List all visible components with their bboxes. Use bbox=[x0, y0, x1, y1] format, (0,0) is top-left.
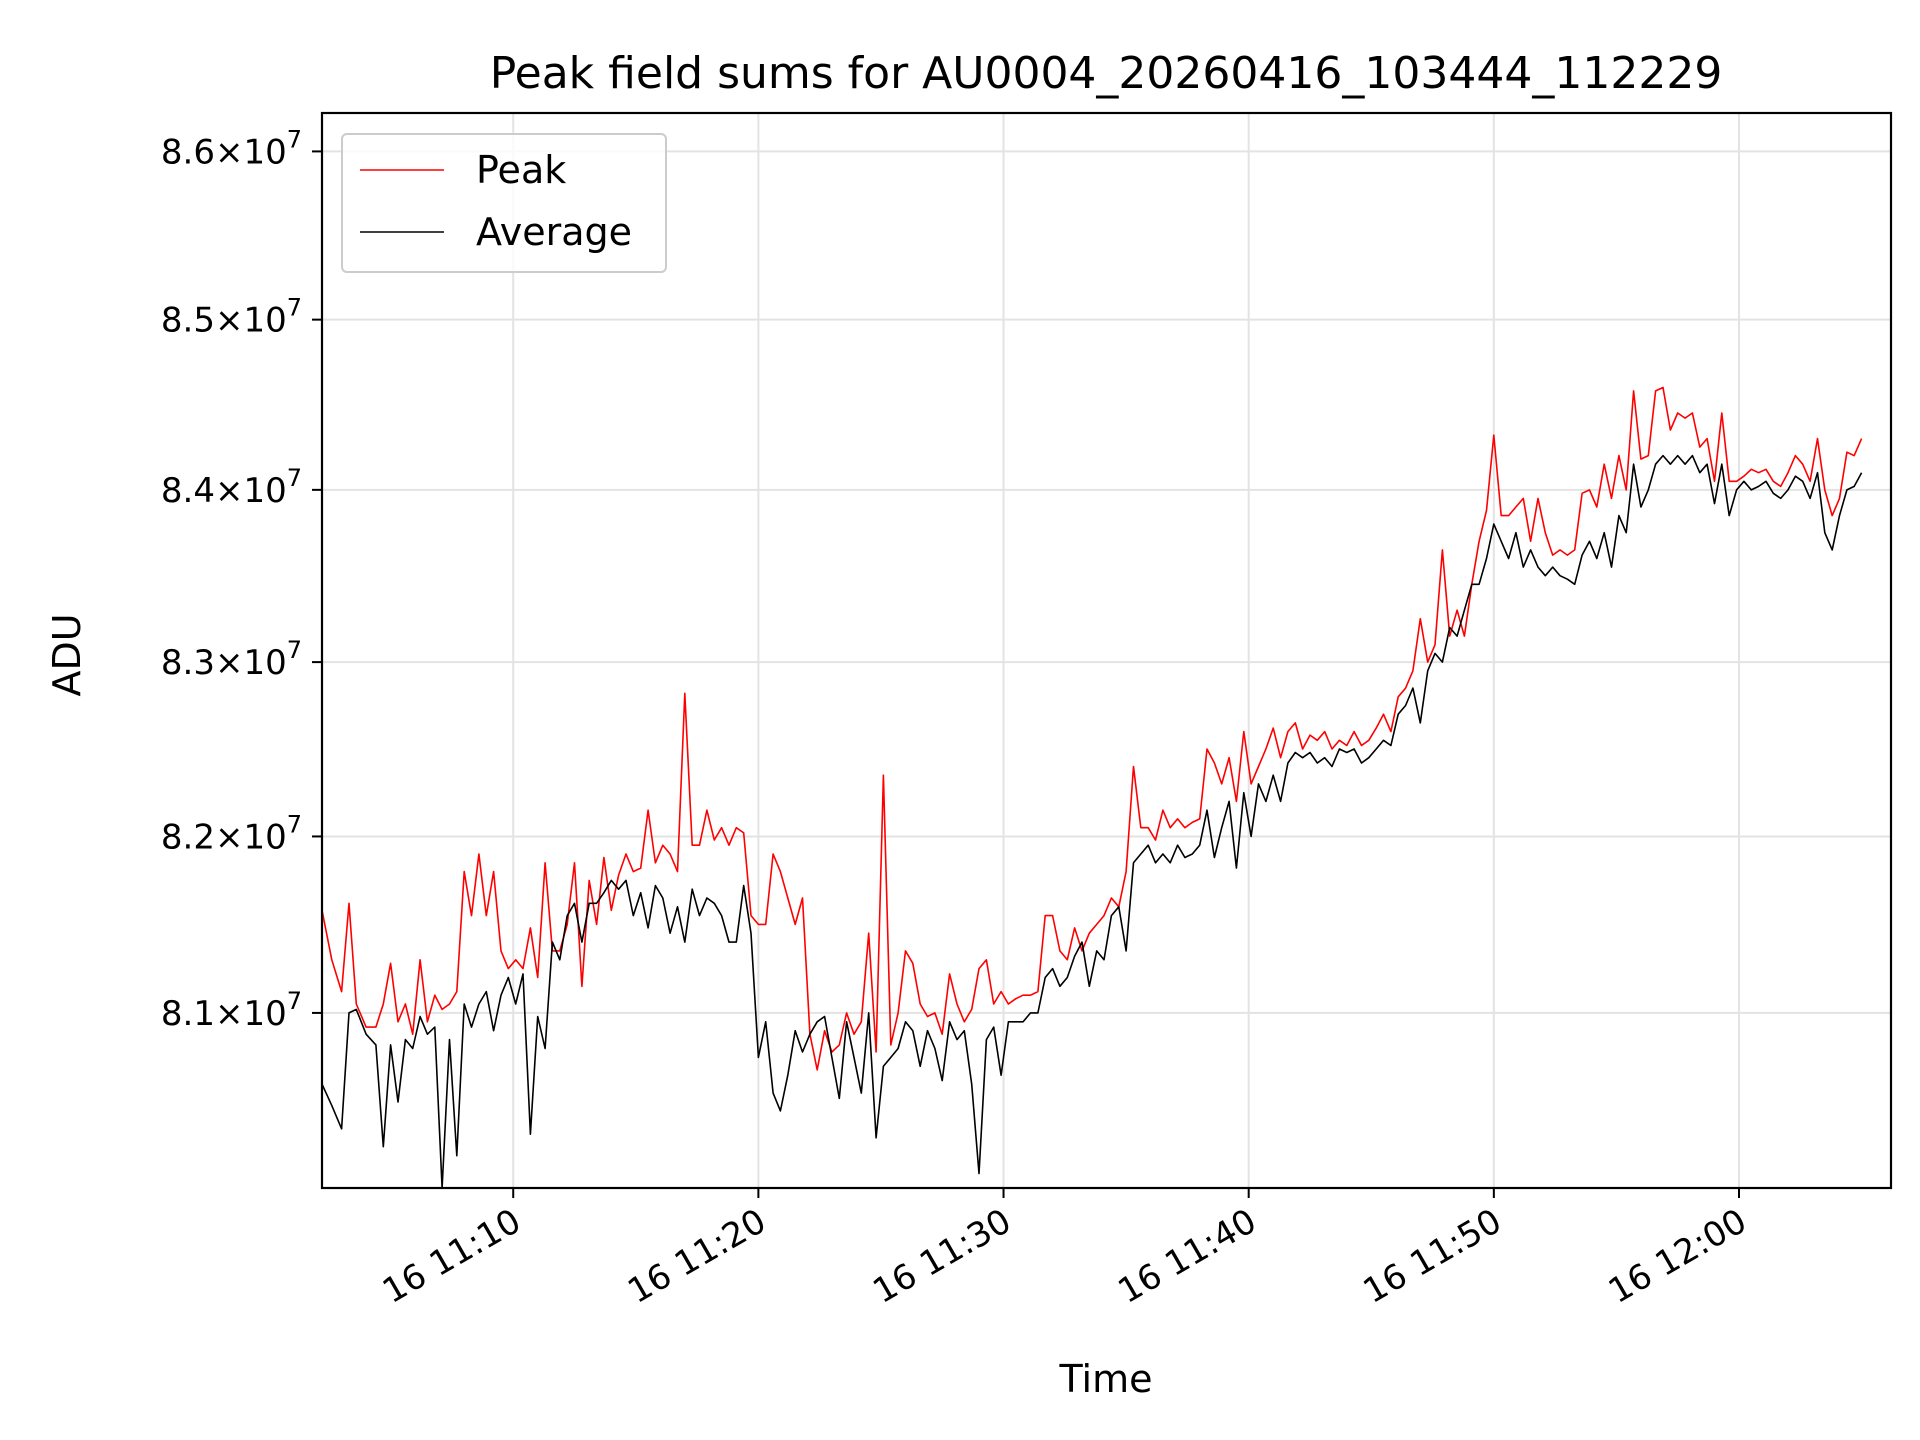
chart-title: Peak field sums for AU0004_20260416_1034… bbox=[490, 48, 1723, 99]
y-tick-mantissa: 8.1 bbox=[161, 994, 215, 1034]
y-tick-mantissa: 8.4 bbox=[161, 471, 215, 511]
y-tick-mantissa: 8.5 bbox=[161, 301, 215, 341]
x-axis: 16 11:10 16 11:20 16 11:30 16 11:40 16 11:50… bbox=[376, 1188, 1754, 1312]
y-tick-mantissa: 8.6 bbox=[161, 132, 215, 172]
y-tick-label: 8.3×107 bbox=[161, 636, 302, 683]
y-tick-mantissa: 8.2 bbox=[161, 817, 215, 857]
y-tick-exponent: 7 bbox=[287, 464, 302, 492]
y-axis-label: ADU bbox=[45, 613, 89, 696]
series-layer bbox=[322, 386, 1863, 1188]
x-tick-label: 16 11:10 bbox=[376, 1201, 528, 1312]
x-tick-label: 16 11:40 bbox=[1112, 1201, 1264, 1312]
x-tick-label: 16 12:00 bbox=[1602, 1201, 1754, 1312]
y-tick-label: 8.6×107 bbox=[161, 125, 302, 172]
y-tick-label: 8.4×107 bbox=[161, 464, 302, 511]
y-tick-exponent: 7 bbox=[287, 294, 302, 322]
x-tick-label: 16 11:30 bbox=[866, 1201, 1018, 1312]
y-tick-mantissa: 8.3 bbox=[161, 643, 215, 683]
y-tick-exponent: 7 bbox=[287, 810, 302, 838]
y-tick-exponent: 7 bbox=[287, 125, 302, 153]
y-tick-exponent: 7 bbox=[287, 987, 302, 1015]
x-tick-label: 16 11:20 bbox=[621, 1201, 773, 1312]
grid bbox=[322, 113, 1891, 1188]
legend-label-peak: Peak bbox=[476, 148, 566, 192]
y-tick-exponent: 7 bbox=[287, 636, 302, 664]
y-tick-label: 8.2×107 bbox=[161, 810, 302, 857]
y-tick-label: 8.5×107 bbox=[161, 294, 302, 341]
legend: Peak Average bbox=[341, 133, 667, 273]
legend-label-average: Average bbox=[476, 210, 632, 254]
series-line-average bbox=[322, 454, 1863, 1188]
plot-frame bbox=[320, 111, 1893, 1190]
x-tick-label: 16 11:50 bbox=[1357, 1201, 1509, 1312]
y-tick-label: 8.1×107 bbox=[161, 987, 302, 1034]
y-axis: 8.1×107 8.2×107 8.3×107 8.4×107 8.5×107 8.6×1… bbox=[161, 125, 322, 1034]
x-axis-label: Time bbox=[1059, 1357, 1153, 1401]
legend-box bbox=[341, 133, 667, 273]
